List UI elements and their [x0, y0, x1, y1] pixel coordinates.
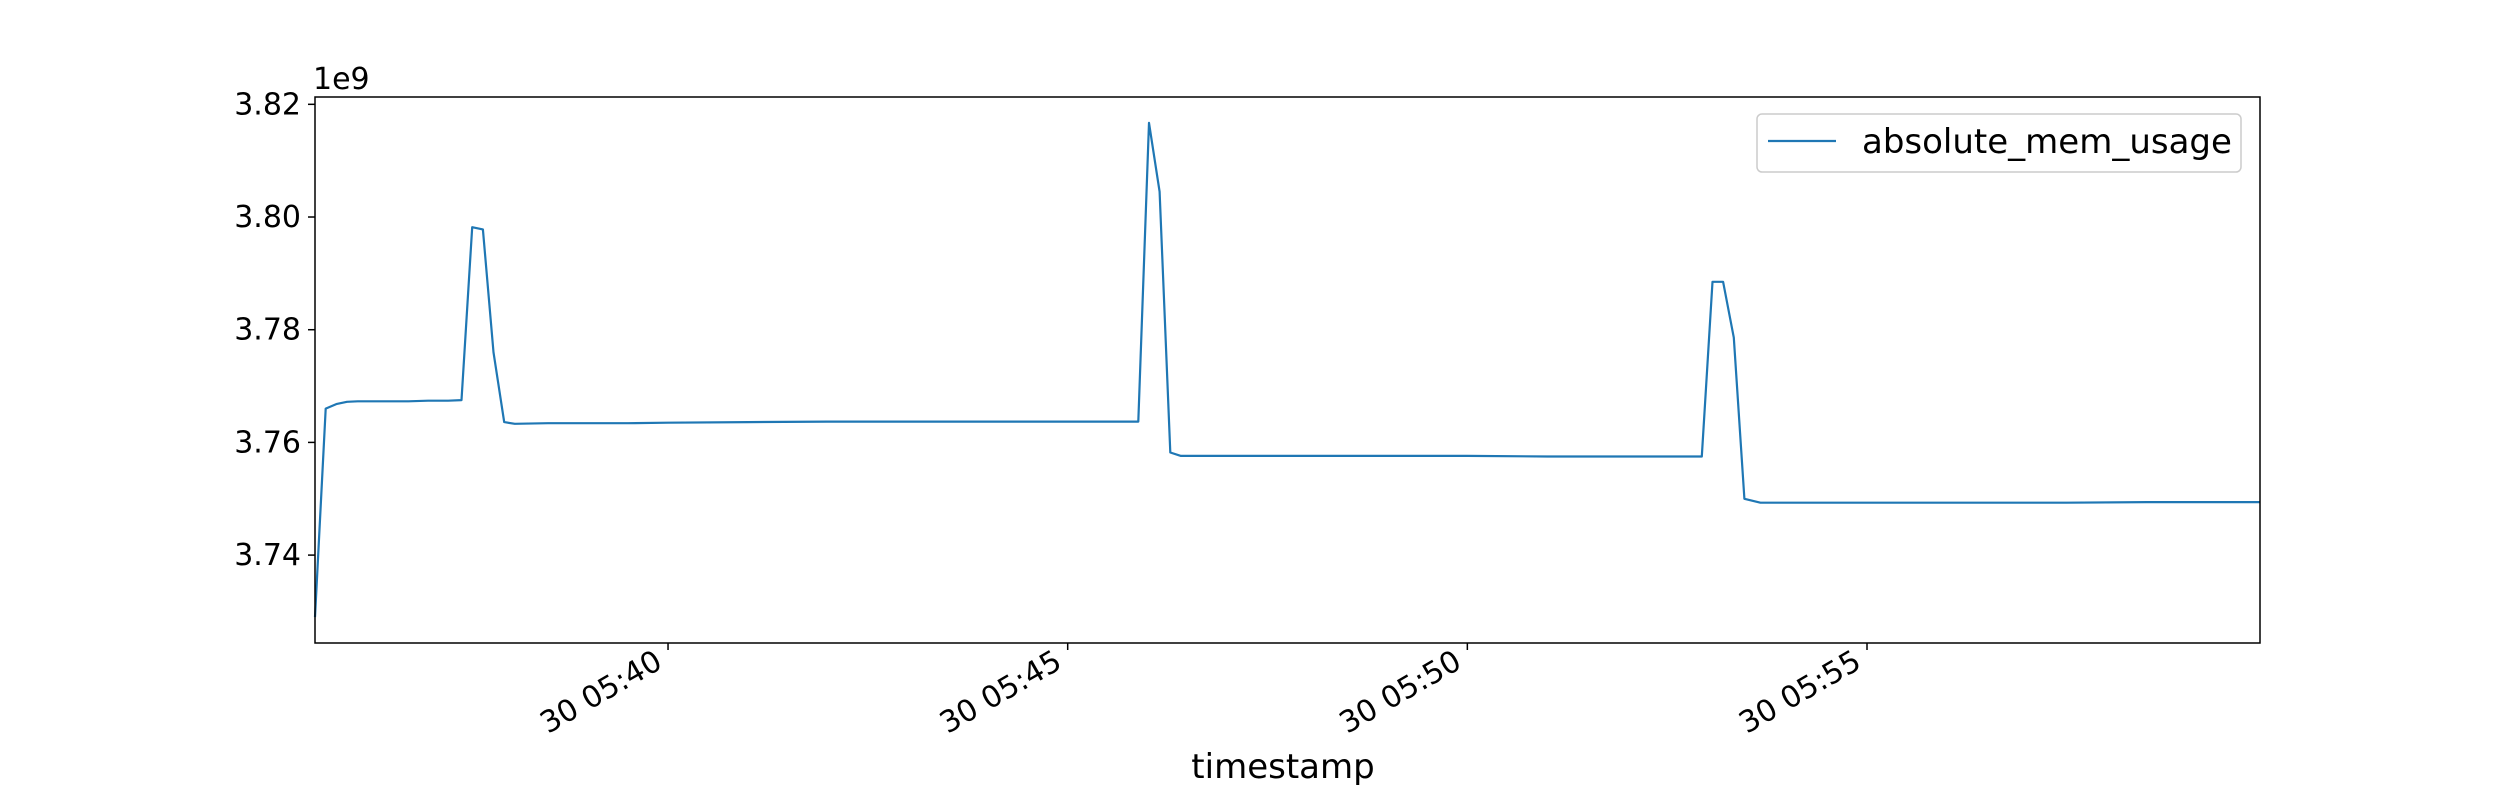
y-tick-label: 3.80: [234, 200, 301, 235]
legend: absolute_mem_usage: [1756, 113, 2242, 173]
x-tick-label: 30 05:55: [1733, 644, 1867, 741]
x-axis-label: timestamp: [1191, 747, 1374, 787]
plot-area: [313, 96, 2261, 644]
y-axis: 3.74 3.76 3.78 3.80 3.82: [234, 87, 315, 573]
y-axis-offset-label: 1e9: [313, 62, 370, 97]
legend-box: [1756, 113, 2242, 173]
x-tick-label: 30 05:50: [1334, 644, 1468, 741]
y-tick-label: 3.82: [234, 87, 301, 122]
x-axis: 30 05:40 30 05:45 30 05:50 30 05:55: [534, 643, 1868, 741]
x-tick-label: 30 05:40: [534, 644, 668, 741]
y-tick-label: 3.78: [234, 313, 301, 348]
x-tick-label: 30 05:45: [934, 644, 1068, 741]
plot-frame: [314, 96, 2261, 644]
legend-label-absolute-mem-usage: absolute_mem_usage: [1862, 122, 2232, 162]
y-tick-label: 3.74: [234, 538, 301, 573]
series-line-absolute-mem-usage: [313, 121, 2260, 618]
y-tick-label: 3.76: [234, 425, 301, 460]
